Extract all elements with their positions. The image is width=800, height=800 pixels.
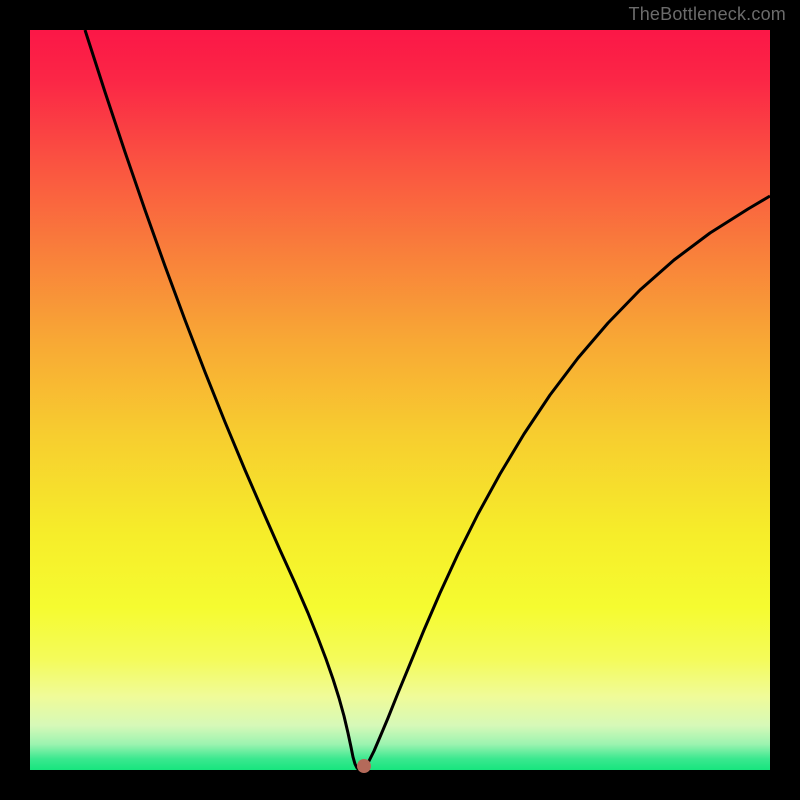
curve-layer <box>30 30 770 770</box>
optimal-point-marker <box>357 759 371 773</box>
plot-area <box>30 30 770 770</box>
bottleneck-curve <box>85 30 770 770</box>
watermark-text: TheBottleneck.com <box>629 4 786 25</box>
